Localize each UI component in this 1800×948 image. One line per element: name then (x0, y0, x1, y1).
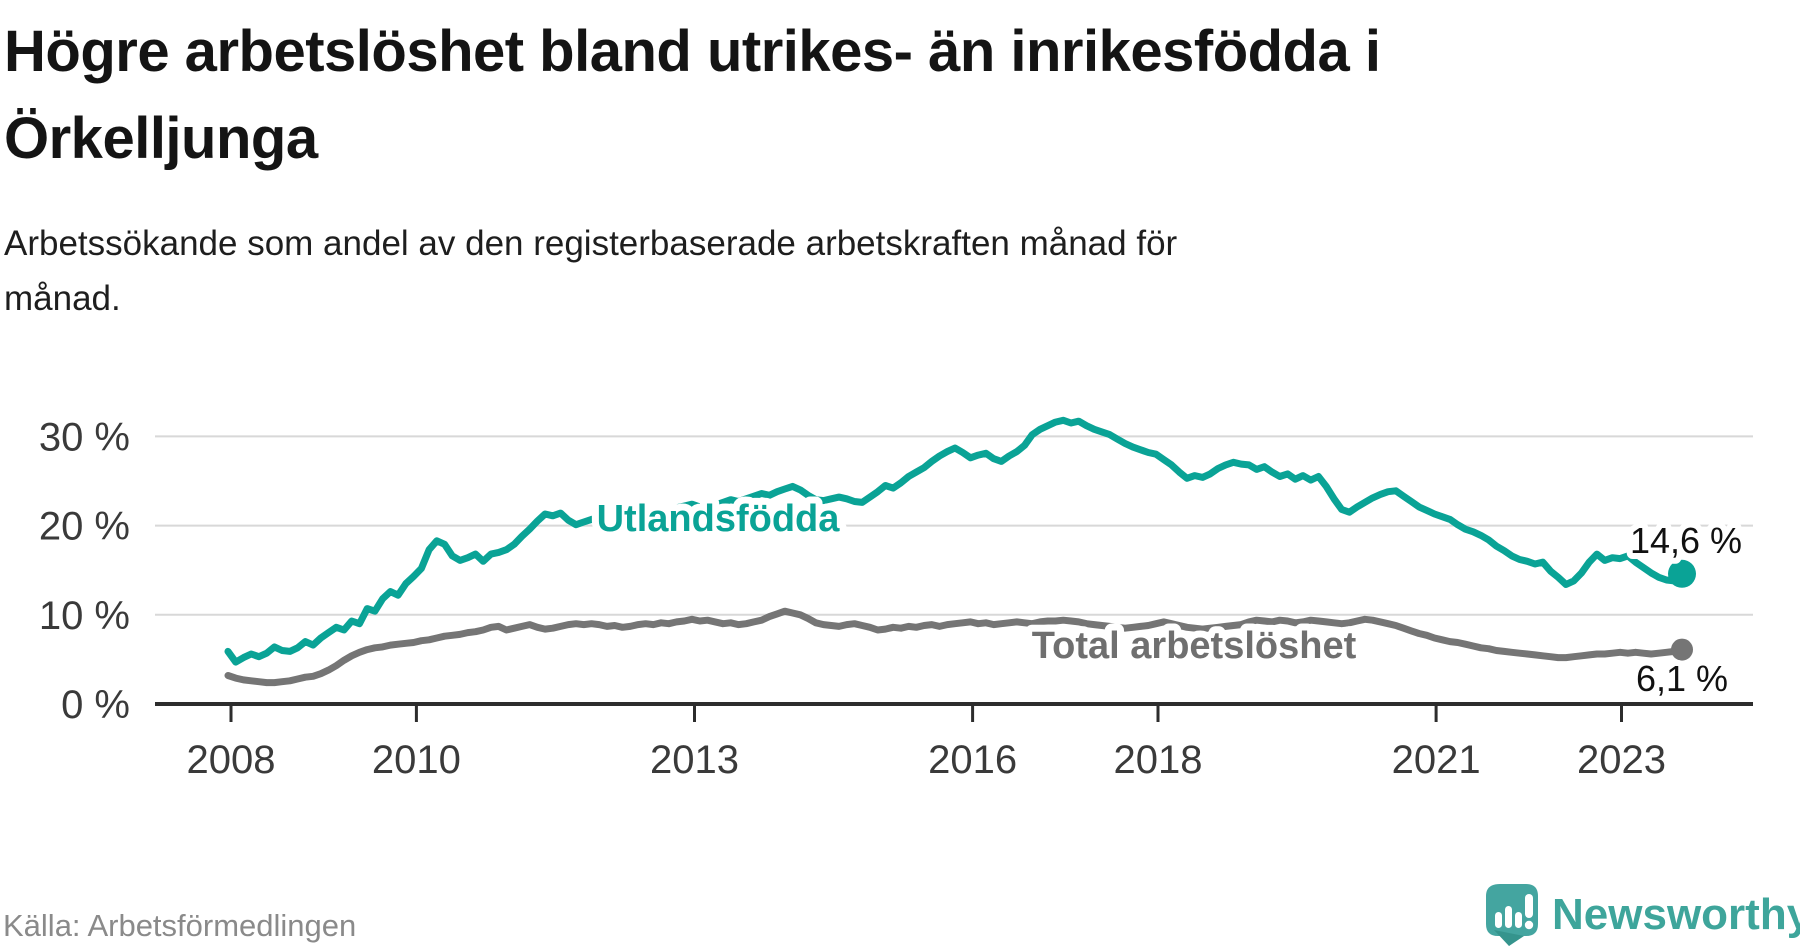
brand-wordmark: Newsworthy (1552, 890, 1800, 939)
end-value-label-utlandsfodda: 14,6 % (1630, 520, 1742, 561)
series-lines (224, 416, 1696, 687)
y-axis-labels: 0 % 10 % 20 % 30 % (39, 415, 130, 727)
newsworthy-logo: Newsworthy (1486, 884, 1800, 946)
x-axis (155, 702, 1753, 722)
x-tick-label: 2008 (187, 738, 276, 782)
subtitle-line-2: månad. (4, 279, 121, 318)
series-end-dot (1671, 638, 1693, 661)
series-label-utlandsfodda: Utlandsfödda (597, 498, 841, 540)
title-line-2: Örkelljunga (4, 106, 318, 171)
newsworthy-speech-bubble-icon (1486, 884, 1538, 946)
x-tick-label: 2016 (928, 738, 1017, 782)
x-tick-label: 2018 (1114, 738, 1203, 782)
y-tick-label: 20 % (39, 505, 130, 549)
end-value-label-total: 6,1 % (1636, 658, 1728, 699)
x-tick-label: 2010 (372, 738, 461, 782)
x-tick-label: 2013 (650, 738, 739, 782)
series-label-total-arbetsloshet: Total arbetslöshet (1032, 625, 1357, 667)
x-tick-label: 2021 (1392, 738, 1481, 782)
y-tick-label: 30 % (39, 415, 130, 459)
source-note: Källa: Arbetsförmedlingen (3, 908, 357, 943)
subtitle-line-1: Arbetssökande som andel av den registerb… (4, 224, 1178, 263)
x-tick-label: 2023 (1577, 738, 1666, 782)
gridlines (155, 435, 1753, 616)
x-axis-labels: 2008 2010 2013 2016 2018 2021 2023 (187, 738, 1666, 782)
series-end-dot (1668, 559, 1696, 588)
title-line-1: Högre arbetslöshet bland utrikes- än inr… (4, 19, 1381, 84)
series-line (224, 416, 1686, 666)
y-tick-label: 0 % (61, 683, 130, 727)
y-tick-label: 10 % (39, 594, 130, 638)
page-title: Högre arbetslöshet bland utrikes- än inr… (4, 0, 1724, 182)
series-line (224, 607, 1686, 687)
chart-subtitle: Arbetssökande som andel av den registerb… (4, 216, 1504, 326)
